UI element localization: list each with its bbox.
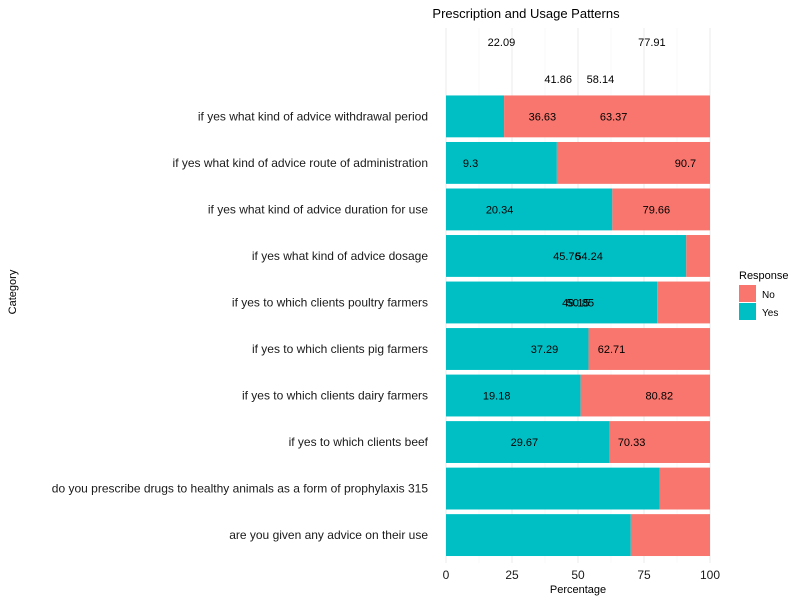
x-tick-label: 100	[700, 568, 720, 582]
data-label: 90.7	[675, 158, 696, 170]
data-label: 70.33	[618, 437, 646, 449]
x-tick-labels: 0 25 50 75 100	[443, 568, 721, 582]
data-label: 58.14	[587, 74, 615, 86]
bar-no	[556, 141, 710, 184]
data-label: 37.29	[531, 344, 559, 356]
legend-key-yes	[739, 303, 756, 320]
data-label: 49.15	[562, 297, 590, 309]
x-axis-title: Percentage	[550, 584, 606, 596]
data-label: 79.66	[643, 204, 671, 216]
data-label: 41.86	[544, 74, 572, 86]
data-label: 9.3	[463, 158, 478, 170]
data-labels: 22.09 77.91 41.86 58.14 36.63 63.37 9.3 90.7 20.…	[463, 37, 696, 449]
x-tick-label: 0	[443, 568, 450, 582]
bar-no	[588, 328, 710, 370]
category-label: if yes to which clients dairy farmers	[242, 389, 428, 403]
bar-no	[686, 235, 710, 277]
bar-no	[630, 514, 710, 557]
bar-yes	[446, 467, 660, 510]
bar-yes	[446, 95, 505, 138]
bar-no	[612, 188, 710, 231]
bars	[446, 95, 710, 557]
data-label: 50.85	[567, 297, 595, 309]
legend-key-no	[739, 285, 756, 302]
category-label: if yes what kind of advice dosage	[252, 249, 428, 263]
legend-label-yes: Yes	[762, 308, 778, 319]
bar-yes	[446, 188, 613, 231]
x-tick-label: 25	[505, 568, 519, 582]
y-axis-title: Category	[7, 269, 19, 314]
data-label: 19.18	[483, 391, 511, 403]
chart-title: Prescription and Usage Patterns	[432, 6, 620, 21]
category-label: if yes to which clients beef	[289, 435, 429, 449]
legend-title: Response	[739, 270, 789, 282]
category-label: if yes to which clients pig farmers	[252, 342, 428, 356]
legend: Response No Yes	[739, 270, 789, 320]
bar-yes	[446, 514, 631, 557]
category-labels: if yes what kind of advice withdrawal pe…	[52, 109, 429, 542]
category-label: if yes what kind of advice route of admi…	[173, 156, 428, 170]
data-label: 54.24	[575, 251, 603, 263]
x-tick-label: 75	[637, 568, 651, 582]
data-label: 63.37	[600, 111, 628, 123]
data-label: 77.91	[638, 37, 666, 49]
bar-no	[580, 374, 710, 417]
bar-no	[609, 421, 710, 463]
data-label: 20.34	[486, 204, 514, 216]
data-label: 22.09	[488, 37, 516, 49]
bar-yes	[446, 235, 687, 277]
bar-yes	[446, 374, 581, 417]
category-label: if yes what kind of advice withdrawal pe…	[198, 109, 428, 123]
bar-yes	[446, 421, 610, 463]
bar-yes	[446, 141, 557, 184]
data-label: 80.82	[646, 391, 674, 403]
x-tick-label: 50	[571, 568, 585, 582]
data-label: 29.67	[511, 437, 539, 449]
bar-yes	[446, 328, 589, 370]
category-label: if yes what kind of advice duration for …	[208, 202, 428, 216]
category-label: if yes to which clients poultry farmers	[232, 295, 428, 309]
bar-yes	[446, 281, 658, 324]
data-label: 62.71	[598, 344, 626, 356]
bar-no	[659, 467, 710, 510]
legend-label-no: No	[762, 290, 775, 301]
bar-no	[504, 95, 710, 138]
data-label: 36.63	[529, 111, 557, 123]
category-label: do you prescribe drugs to healthy animal…	[52, 482, 429, 496]
data-label: 45.76	[553, 251, 581, 263]
bar-no	[657, 281, 710, 324]
category-label: are you given any advice on their use	[229, 528, 428, 542]
